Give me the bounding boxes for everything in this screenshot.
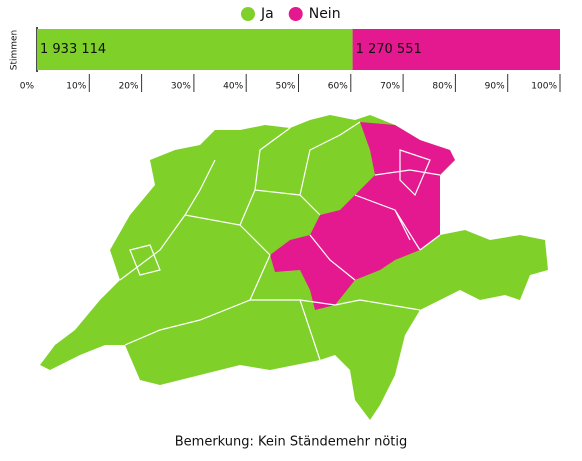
value-label: 1 270 551	[356, 42, 422, 57]
x-tick-label: 80%	[432, 82, 452, 92]
value-label: 1 933 114	[40, 42, 106, 57]
x-tick-label: 50%	[275, 82, 295, 92]
x-tick-label: 90%	[485, 82, 505, 92]
x-tick-label: 40%	[223, 82, 243, 92]
note: Bemerkung: Kein Ständemehr nötig	[175, 435, 408, 450]
canton-borders	[119, 121, 441, 361]
legend-label: Ja	[260, 6, 274, 22]
y-axis-label: Stimmen	[10, 30, 20, 71]
legend-label: Nein	[309, 6, 341, 22]
bar-segment	[352, 29, 560, 70]
legend-swatch	[241, 7, 255, 21]
map	[40, 115, 548, 420]
map-no	[270, 122, 455, 310]
x-tick-label: 0%	[20, 82, 35, 92]
x-tick-label: 60%	[328, 82, 348, 92]
x-tick-label: 100%	[531, 82, 557, 92]
x-tick-label: 30%	[171, 82, 191, 92]
x-tick-label: 20%	[119, 82, 139, 92]
bar-segment	[37, 29, 353, 70]
x-tick-label: 10%	[66, 82, 86, 92]
legend-swatch	[288, 7, 303, 21]
x-tick-label: 70%	[380, 82, 400, 92]
